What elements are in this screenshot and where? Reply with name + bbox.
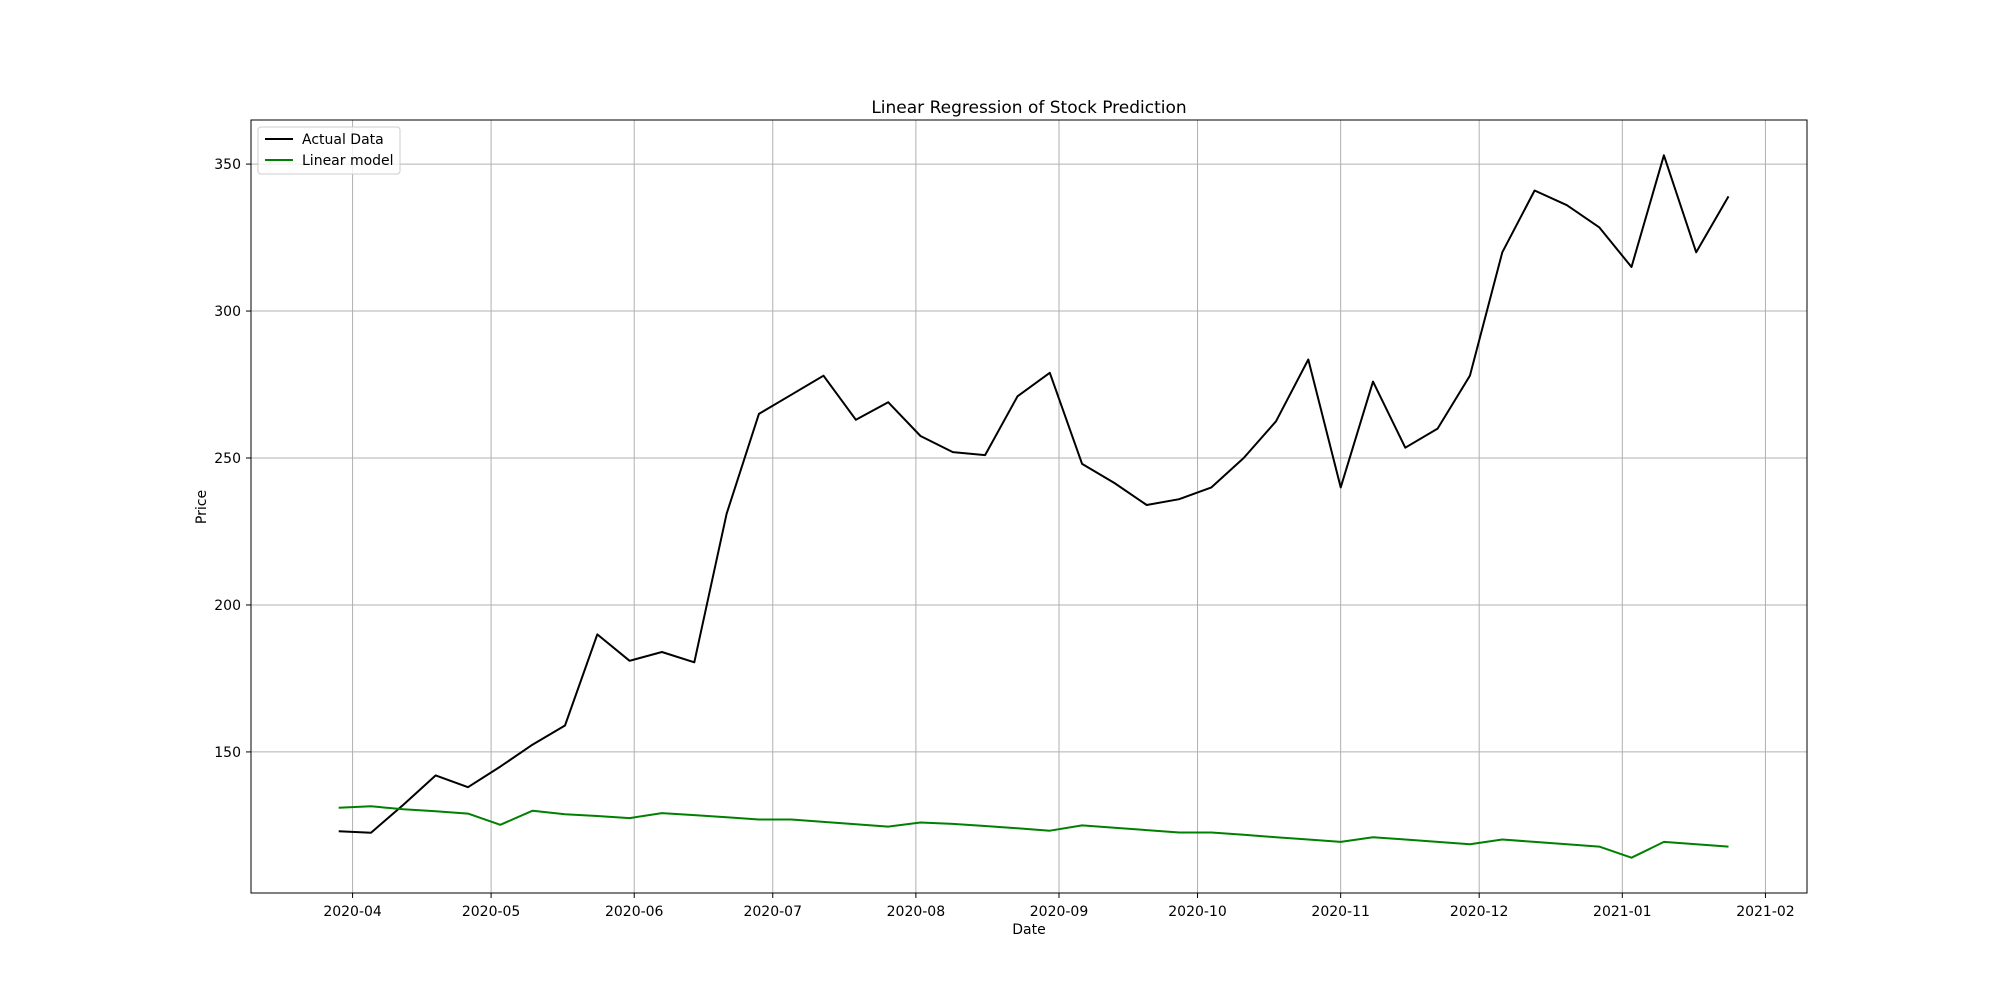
grid xyxy=(251,120,1807,893)
y-axis: 150 200 250 300 350 xyxy=(214,157,251,761)
x-tick-label: 2020-04 xyxy=(323,904,382,920)
chart-title: Linear Regression of Stock Prediction xyxy=(871,98,1186,118)
y-tick-label: 300 xyxy=(214,304,241,320)
series-line-linear-model xyxy=(338,805,1729,859)
series-line-actual-data xyxy=(338,154,1730,834)
legend: Actual Data Linear model xyxy=(257,126,401,175)
x-tick-label: 2020-11 xyxy=(1311,904,1370,920)
y-tick-label: 150 xyxy=(214,745,241,761)
x-tick-label: 2020-10 xyxy=(1168,904,1227,920)
x-tick-label: 2020-09 xyxy=(1030,904,1089,920)
plot-area-frame xyxy=(250,119,1808,894)
plot-series xyxy=(338,154,1730,859)
x-axis-label: Date xyxy=(1012,922,1045,938)
y-tick-label: 200 xyxy=(214,598,241,614)
y-tick-label: 350 xyxy=(214,157,241,173)
x-tick-label: 2021-02 xyxy=(1736,904,1795,920)
y-axis-label: Price xyxy=(194,490,210,524)
y-tick-label: 250 xyxy=(214,451,241,467)
x-axis: 2020-04 2020-05 2020-06 2020-07 2020-08 2020-… xyxy=(323,893,1795,920)
x-tick-label: 2020-08 xyxy=(887,904,946,920)
legend-label-linear-model: Linear model xyxy=(302,153,394,169)
legend-label-actual-data: Actual Data xyxy=(302,132,384,148)
x-tick-label: 2020-05 xyxy=(462,904,521,920)
legend-box xyxy=(257,126,401,175)
x-tick-label: 2021-01 xyxy=(1593,904,1652,920)
x-tick-label: 2020-06 xyxy=(605,904,664,920)
x-tick-label: 2020-12 xyxy=(1450,904,1509,920)
x-tick-label: 2020-07 xyxy=(743,904,802,920)
